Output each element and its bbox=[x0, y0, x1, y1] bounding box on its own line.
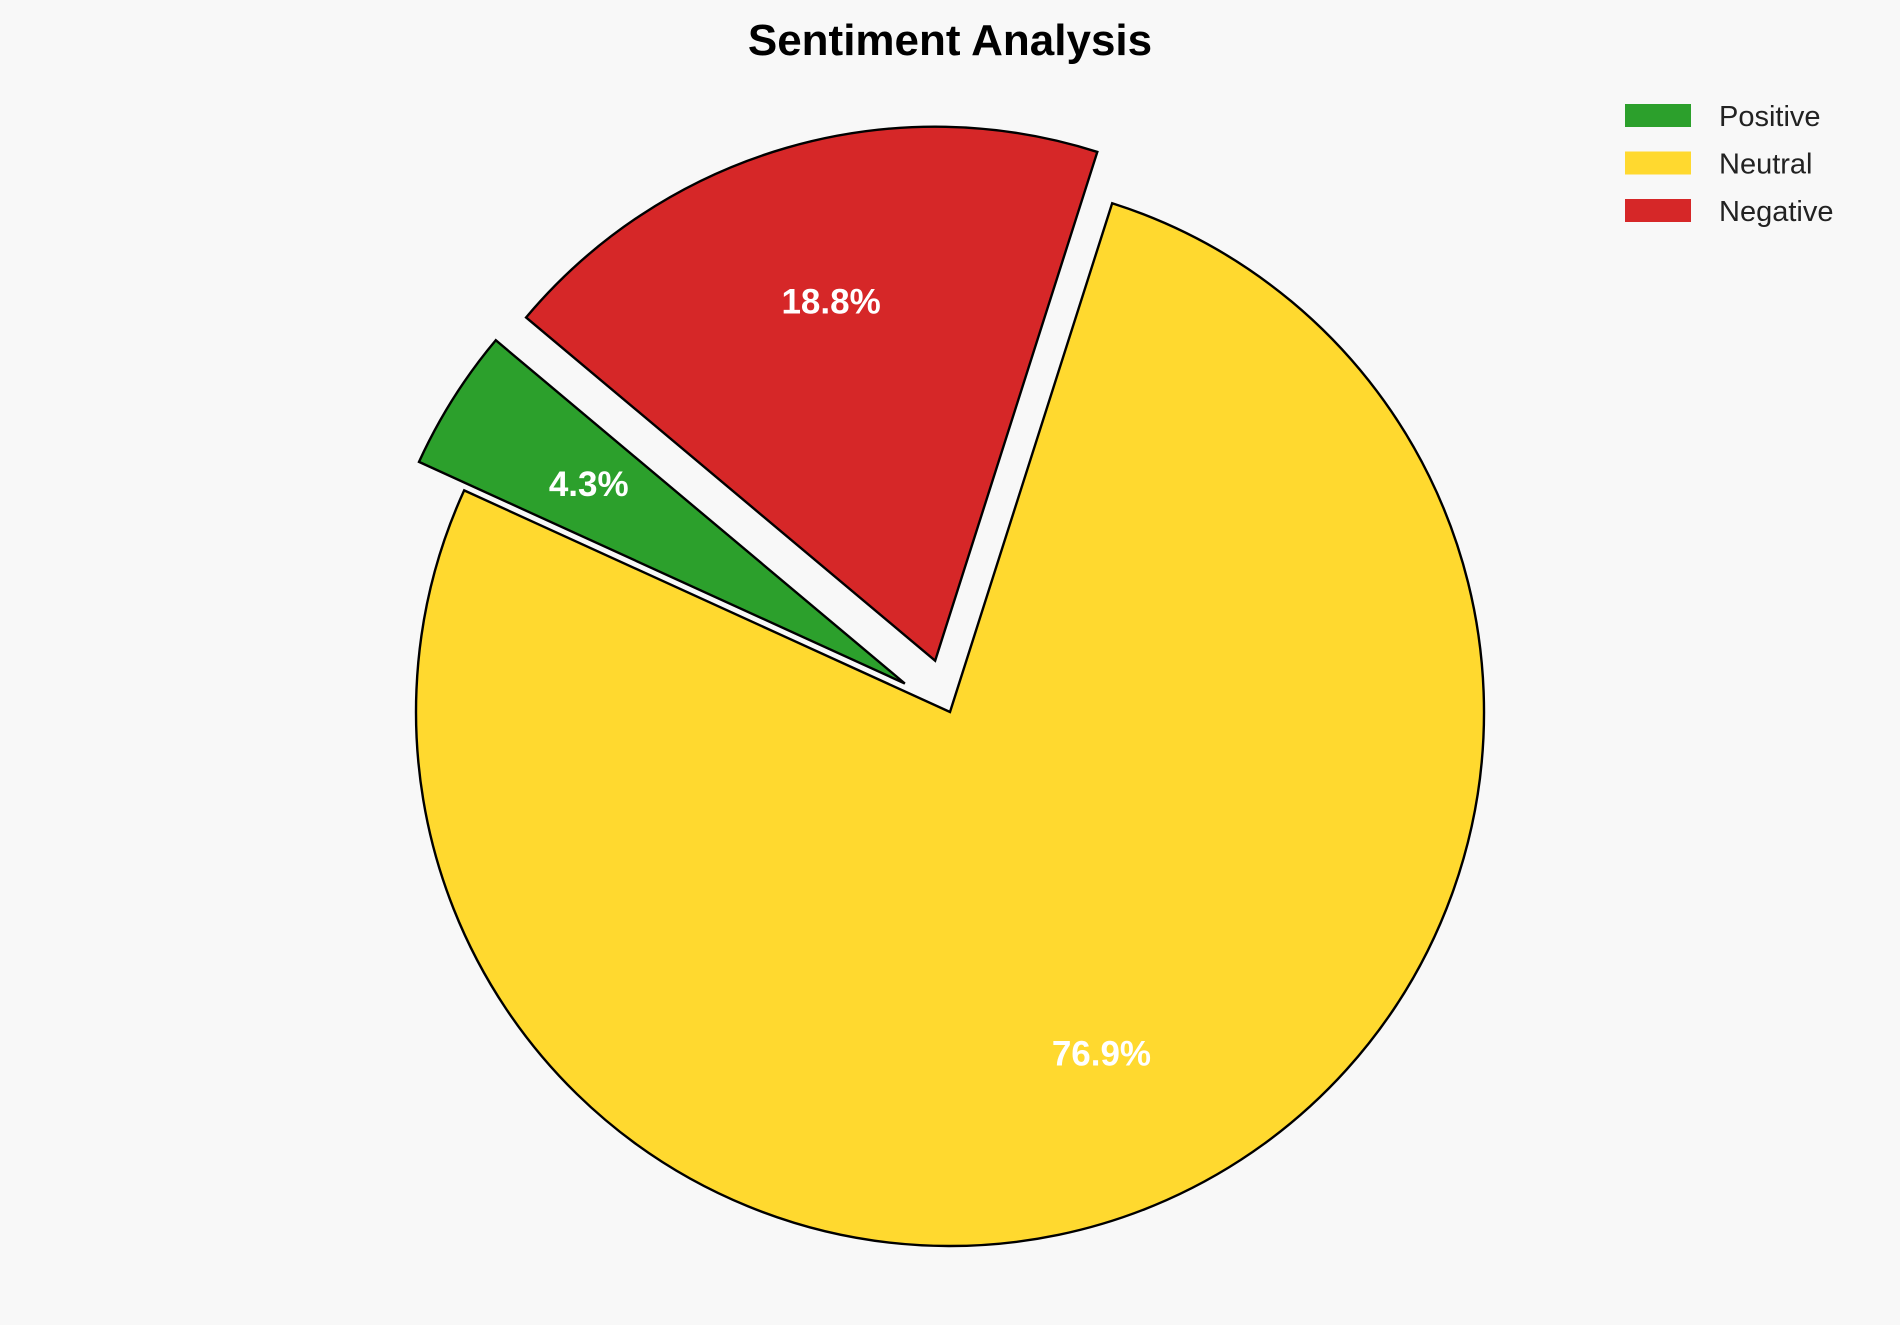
legend-swatch-neutral bbox=[1625, 151, 1691, 175]
chart-title: Sentiment Analysis bbox=[748, 16, 1152, 65]
legend: Positive Neutral Negative bbox=[1625, 101, 1833, 228]
pie-slice-negative bbox=[524, 125, 1099, 663]
legend-swatch-negative bbox=[1625, 199, 1691, 222]
legend-label-positive: Positive bbox=[1719, 101, 1821, 133]
pie-label-neutral: 76.9% bbox=[1052, 1035, 1151, 1074]
legend-label-neutral: Neutral bbox=[1719, 149, 1813, 181]
legend-label-negative: Negative bbox=[1719, 196, 1833, 228]
pie-label-negative: 18.8% bbox=[781, 283, 880, 322]
legend-swatch-positive bbox=[1625, 104, 1691, 127]
pie-slice-neutral bbox=[414, 201, 1486, 1248]
pie-label-positive: 4.3% bbox=[549, 465, 629, 504]
pie-slice-positive bbox=[417, 338, 906, 685]
